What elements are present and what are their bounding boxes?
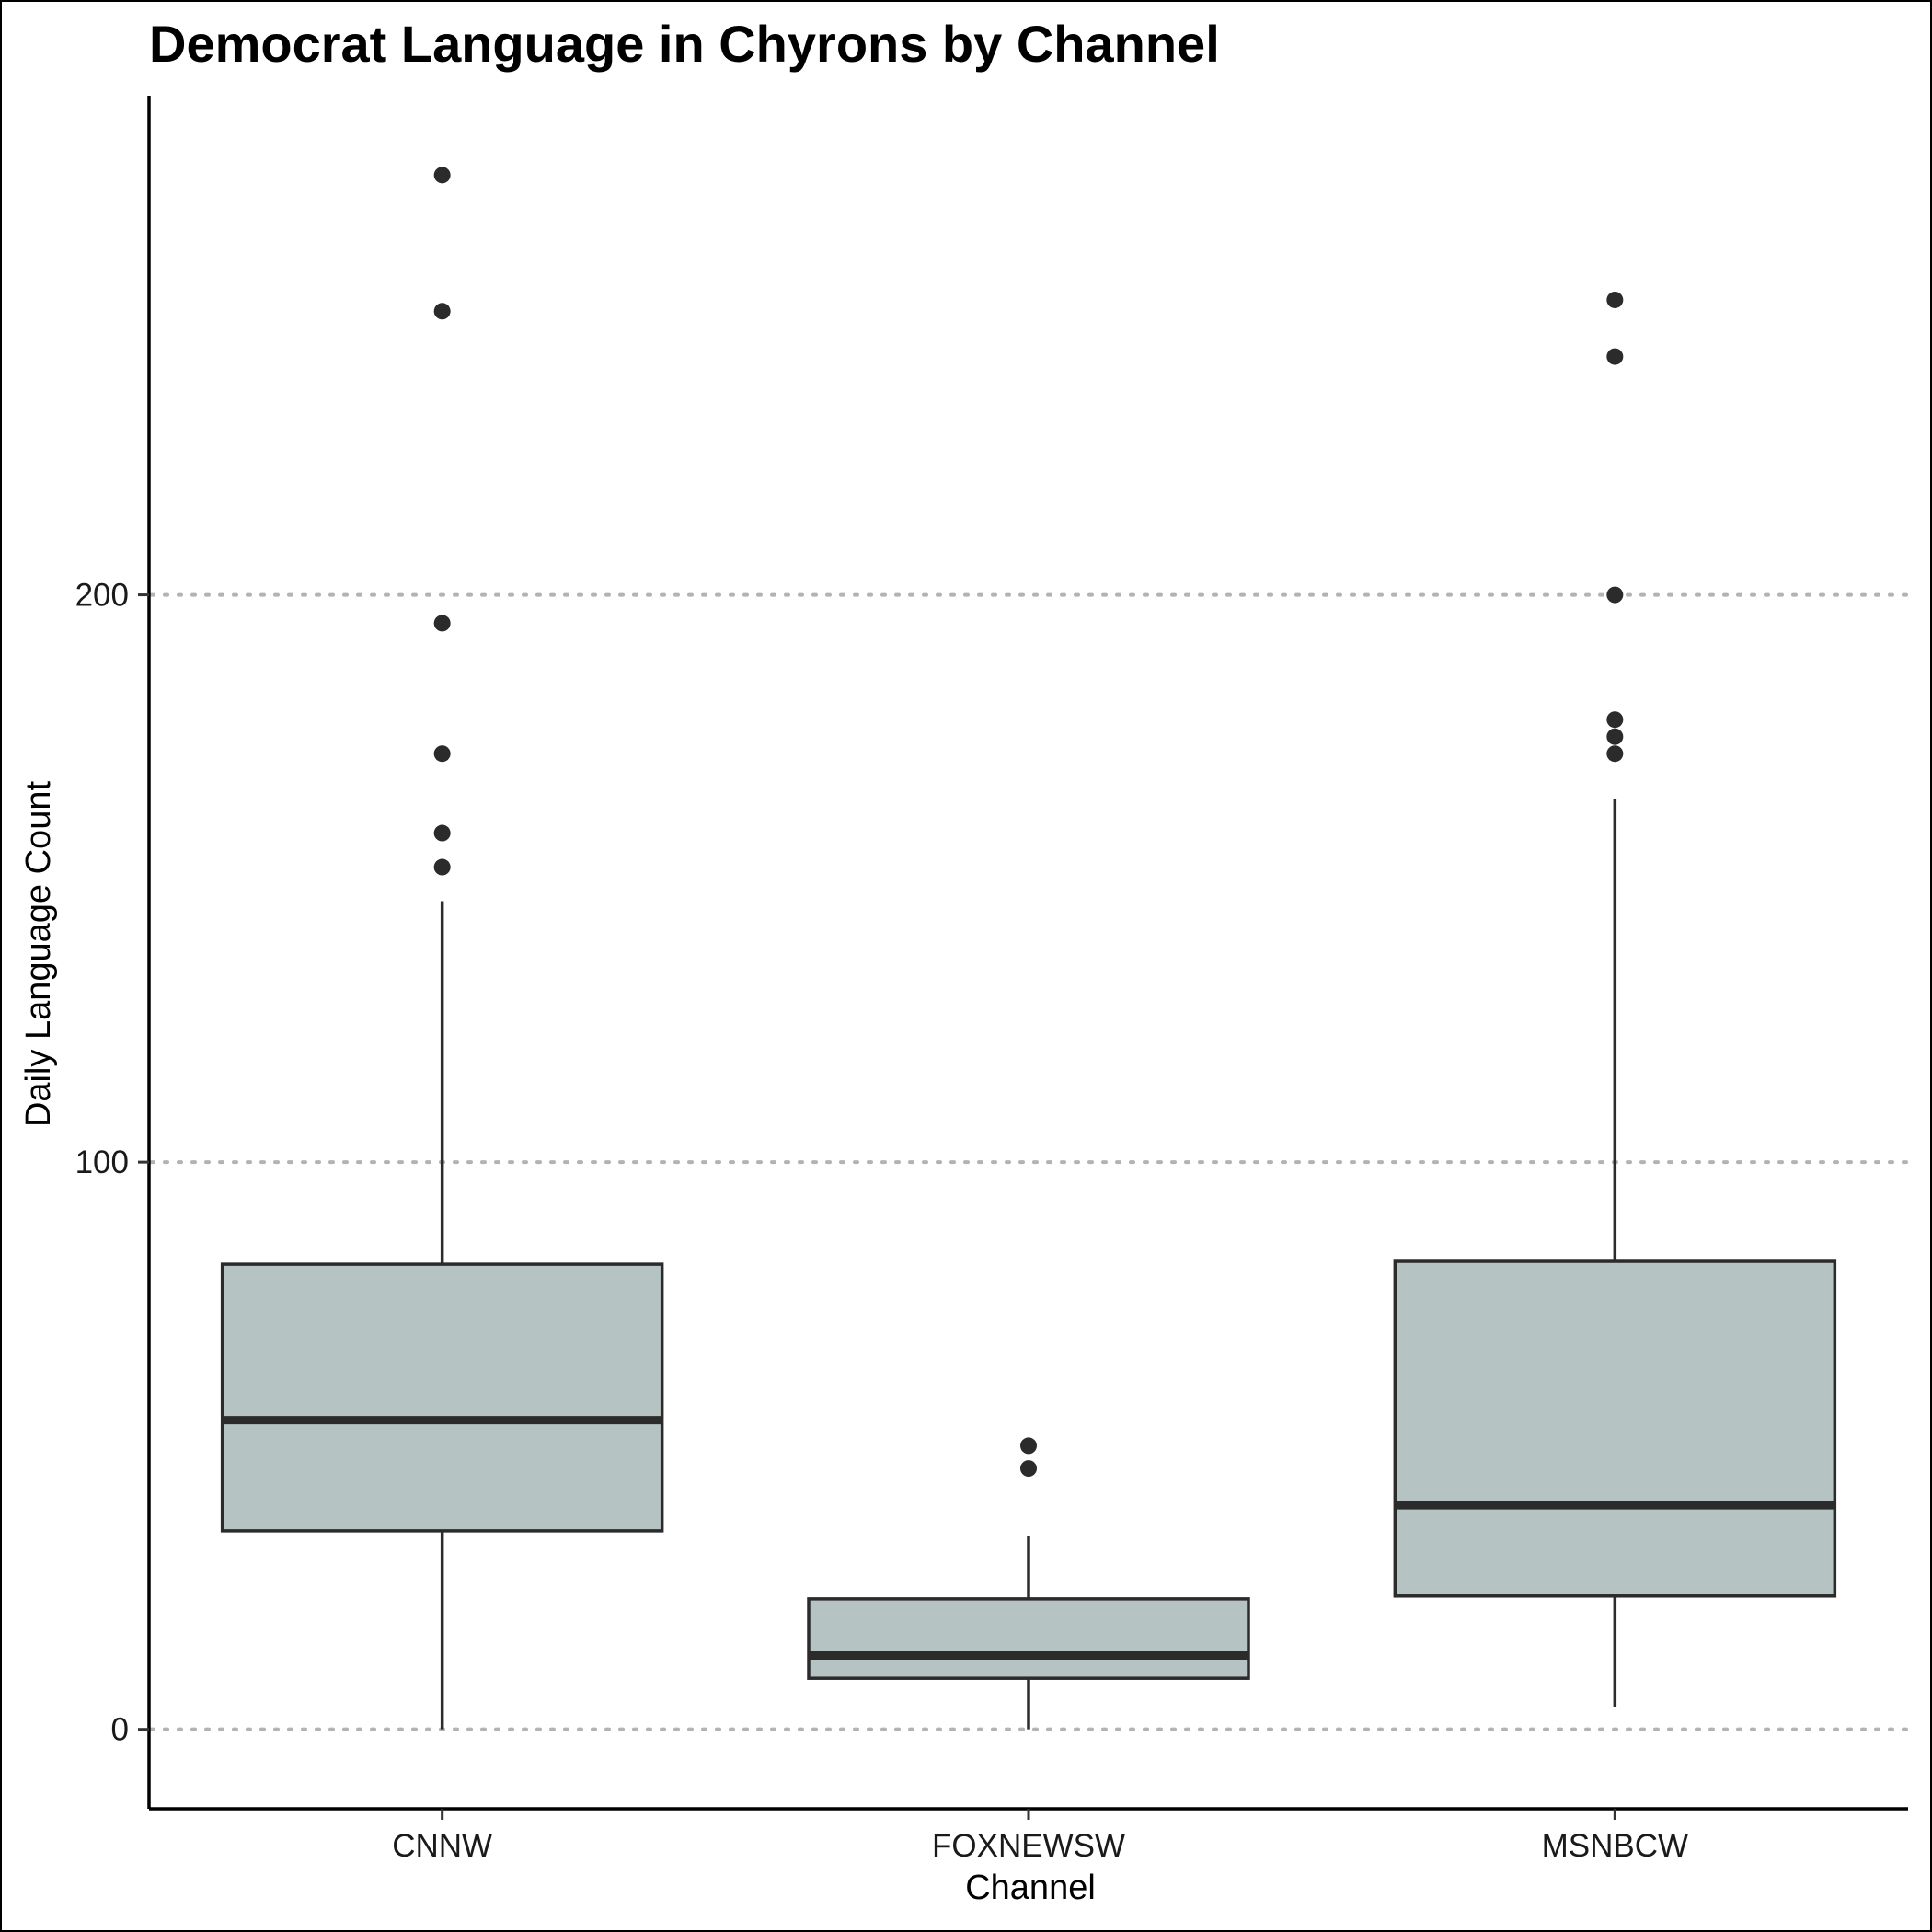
x-tick-label-msnbcw: MSNBCW [1542, 1828, 1688, 1864]
box-group-foxnewsw [807, 1437, 1250, 1730]
y-tick-label-100: 100 [75, 1144, 129, 1180]
y-tick-label-200: 200 [75, 578, 129, 614]
box-group-msnbcw [1393, 291, 1837, 1708]
y-ticks: 0 100 200 [75, 578, 149, 1748]
outlier-point-msnbcw-2 [1606, 711, 1624, 729]
outlier-point-msnbcw-4 [1606, 348, 1624, 365]
outlier-point-cnnw-2 [433, 745, 451, 763]
y-axis-title: Daily Language Count [19, 781, 58, 1127]
outlier-point-msnbcw-5 [1606, 291, 1624, 308]
outlier-point-msnbcw-1 [1606, 728, 1624, 745]
outlier-point-cnnw-0 [433, 858, 451, 876]
x-axis-title: Channel [965, 1869, 1096, 1907]
chart-title: Democrat Language in Chyrons by Channel [149, 15, 1220, 73]
box-msnbcw [1393, 1259, 1837, 1598]
box-cnnw [220, 1262, 664, 1533]
box-group-cnnw [220, 167, 664, 1730]
outlier-point-cnnw-5 [433, 167, 451, 184]
outlier-point-msnbcw-0 [1606, 745, 1624, 763]
outlier-point-msnbcw-3 [1606, 586, 1624, 604]
y-tick-label-0: 0 [111, 1712, 129, 1748]
outlier-point-cnnw-3 [433, 615, 451, 632]
box-foxnewsw [807, 1597, 1250, 1680]
outlier-point-foxnewsw-1 [1020, 1437, 1037, 1455]
x-tick-label-foxnewsw: FOXNEWSW [932, 1828, 1125, 1864]
x-ticks: CNNW FOXNEWSW MSNBCW [392, 1809, 1688, 1864]
outlier-point-cnnw-4 [433, 303, 451, 320]
box-layer [220, 167, 1837, 1730]
outlier-point-foxnewsw-0 [1020, 1460, 1037, 1478]
outlier-point-cnnw-1 [433, 824, 451, 842]
x-tick-label-cnnw: CNNW [392, 1828, 492, 1864]
